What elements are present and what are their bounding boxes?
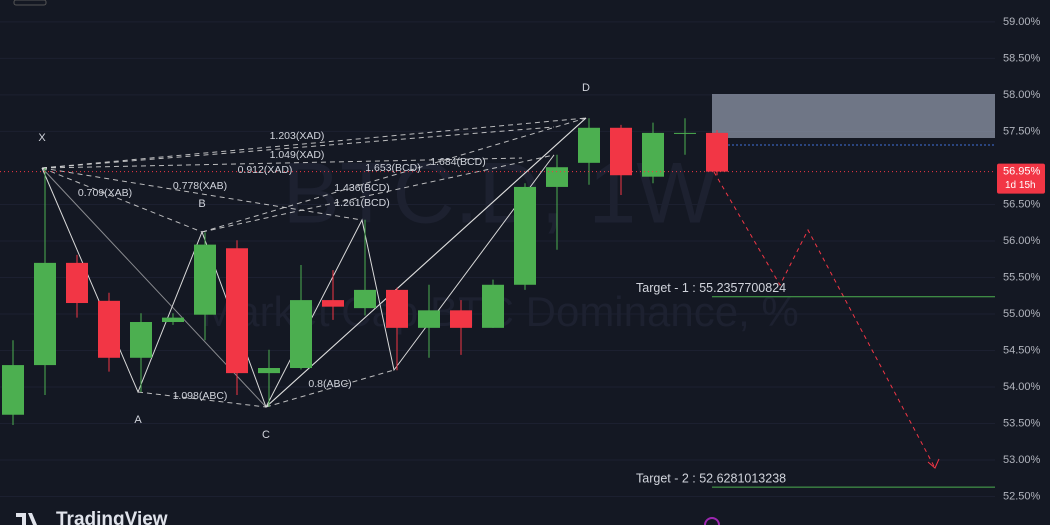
candle-body	[162, 317, 184, 323]
ratio-line	[41, 167, 363, 221]
last-price-tag	[997, 163, 1045, 194]
candle-body	[98, 300, 120, 358]
candle-body	[226, 248, 248, 374]
y-tick-label: 58.00%	[1003, 89, 1041, 101]
pattern-point-label: A	[134, 414, 142, 426]
harmonic-pattern	[41, 117, 587, 408]
y-tick-label: 59.00%	[1003, 16, 1041, 28]
candle-body	[546, 167, 568, 187]
candle-body	[610, 127, 632, 176]
candle-body	[194, 244, 216, 315]
brand: TradingView	[16, 509, 168, 525]
candle-body	[482, 284, 504, 328]
supply-zone	[712, 94, 995, 138]
pattern-point-label: D	[582, 82, 590, 94]
candle-body	[642, 132, 664, 177]
pattern-leg	[265, 154, 555, 408]
y-tick-label: 56.50%	[1003, 198, 1041, 210]
y-tick-label: 52.50%	[1003, 490, 1041, 502]
candle-body	[386, 289, 408, 328]
pattern-point-label: C	[262, 429, 270, 441]
brand-name: TradingView	[56, 509, 168, 525]
candle-body	[514, 186, 536, 285]
annotations: 56.95% 1d 15h Target - 1 : 55.2357700824 Ta…	[0, 82, 1045, 488]
y-tick-label: 54.50%	[1003, 344, 1041, 356]
ratio-line	[41, 126, 555, 169]
ratio-line	[41, 157, 523, 169]
y-tick-label: 53.00%	[1003, 454, 1041, 466]
y-tick-label: 58.50%	[1003, 52, 1041, 64]
countdown-label: 1d 15h	[1005, 180, 1036, 191]
target-label: Target - 1 : 55.2357700824	[636, 281, 786, 295]
ratio-label: 0.8(ABC)	[308, 378, 351, 390]
candle-body	[450, 310, 472, 328]
pattern-leg	[265, 117, 587, 408]
ratio-label: 0.709(XAB)	[78, 187, 132, 199]
toolbar-button[interactable]	[13, 0, 47, 6]
candle-body	[34, 262, 56, 366]
ratio-label: 1.684(BCD)	[430, 156, 485, 168]
candle-body	[2, 365, 24, 415]
candle-body	[130, 322, 152, 358]
y-tick-label: 57.50%	[1003, 125, 1041, 137]
ratio-label: 0.912(XAD)	[238, 164, 293, 176]
y-tick-label: 54.00%	[1003, 381, 1041, 393]
ratio-label: 1.436(BCD)	[334, 182, 389, 194]
y-tick-label: 55.00%	[1003, 308, 1041, 320]
last-price-label: 56.95%	[1003, 165, 1041, 177]
candle-body	[578, 127, 600, 163]
target-label: Target - 2 : 52.6281013238	[636, 471, 786, 485]
candles	[2, 118, 728, 425]
y-tick-label: 56.00%	[1003, 235, 1041, 247]
ratio-label: 1.203(XAD)	[270, 130, 325, 142]
projection-arrow	[927, 458, 940, 469]
y-tick-label: 55.50%	[1003, 271, 1041, 283]
brand-logo	[16, 513, 37, 525]
ratio-label: 1.098(ABC)	[173, 390, 228, 402]
projection-path	[713, 171, 936, 469]
candle-body	[290, 300, 312, 369]
ratio-line	[265, 369, 395, 408]
ratio-label: 0.778(XAB)	[173, 180, 227, 192]
ratio-line	[201, 117, 587, 233]
candle-body	[674, 132, 696, 134]
y-tick-label: 53.50%	[1003, 417, 1041, 429]
indicator-dot	[704, 517, 720, 525]
ratio-label: 1.653(BCD)	[365, 162, 420, 174]
ratio-label: 1.049(XAD)	[270, 149, 325, 161]
ratio-line	[41, 167, 203, 233]
pattern-point-label: B	[198, 198, 205, 210]
candle-body	[322, 300, 344, 307]
ratio-label: 1.261(BCD)	[334, 197, 389, 209]
ratio-line	[41, 117, 587, 169]
pattern-point-label: X	[38, 132, 46, 144]
ratio-line	[137, 391, 267, 408]
candle-body	[418, 310, 440, 328]
candle-body	[258, 368, 280, 374]
candle-body	[354, 289, 376, 309]
candle-body	[66, 262, 88, 304]
grid: 59.00% 58.50% 58.00% 57.50% 56.50% 56.00% 55.5…	[0, 16, 1041, 502]
ratio-line	[201, 154, 555, 233]
candle-body	[706, 132, 728, 172]
